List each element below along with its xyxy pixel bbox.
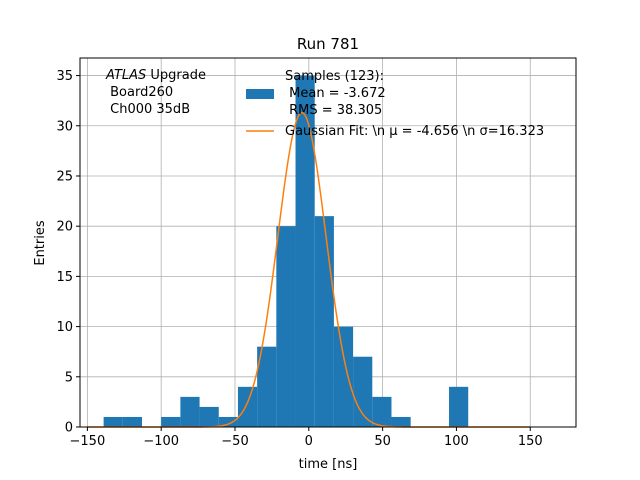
histogram-bar-15 bbox=[391, 416, 411, 427]
board-label: Board260 bbox=[106, 85, 173, 100]
histogram-bar-8 bbox=[257, 346, 277, 427]
histogram-bar-10 bbox=[295, 75, 315, 428]
legend-hist-line-3: RMS = 38.305 bbox=[285, 103, 382, 118]
atlas-annotation: ATLAS Upgrade Board260 Ch000 35dB bbox=[105, 68, 206, 117]
plot-frame bbox=[79, 57, 577, 428]
histogram-bar-12 bbox=[333, 326, 354, 427]
x-tick-label-1: −100 bbox=[143, 434, 179, 449]
y-tick-label-6: 30 bbox=[56, 119, 73, 134]
y-tick-label-3: 15 bbox=[56, 270, 73, 285]
x-tick-label-4: 50 bbox=[374, 434, 391, 449]
y-tick-label-5: 25 bbox=[56, 169, 73, 184]
x-tick-label-6: 150 bbox=[518, 434, 543, 449]
histogram-bar-4 bbox=[180, 396, 200, 427]
y-axis-ticks: 0 5 10 15 20 25 30 35 bbox=[56, 69, 80, 436]
histogram-bar-3 bbox=[161, 416, 181, 427]
histogram-bar-5 bbox=[199, 406, 219, 427]
x-tick-label-0: −150 bbox=[70, 434, 106, 449]
histogram-bar-18 bbox=[449, 386, 469, 427]
atlas-upgrade: Upgrade bbox=[146, 68, 206, 83]
legend-fit-label: Gaussian Fit: \n μ = -4.656 \n σ=16.323 bbox=[285, 124, 544, 139]
y-tick-label-1: 5 bbox=[65, 370, 73, 385]
y-tick-label-7: 35 bbox=[56, 69, 73, 84]
histogram-bar-11 bbox=[314, 216, 334, 427]
histogram-bar-14 bbox=[372, 396, 392, 427]
y-axis-label: Entries bbox=[33, 220, 48, 266]
channel-label: Ch000 35dB bbox=[106, 102, 190, 117]
chart-title: Run 781 bbox=[297, 35, 359, 53]
histogram-bar-13 bbox=[353, 356, 373, 427]
histogram-bar-0 bbox=[103, 416, 123, 427]
x-tick-label-5: 100 bbox=[444, 434, 469, 449]
histogram-bars bbox=[103, 75, 469, 428]
x-axis-ticks: −150 −100 −50 0 50 100 150 bbox=[70, 427, 543, 449]
atlas-label: ATLAS Upgrade bbox=[105, 68, 206, 83]
y-tick-label-0: 0 bbox=[65, 421, 73, 436]
x-tick-label-3: 0 bbox=[305, 434, 313, 449]
legend-hist-line-1: Samples (123): bbox=[285, 69, 384, 84]
histogram-bar-7 bbox=[237, 386, 258, 427]
histogram-bar-9 bbox=[276, 226, 296, 427]
y-tick-label-4: 20 bbox=[56, 220, 73, 235]
legend-hist-swatch bbox=[246, 89, 274, 99]
legend: Samples (123): Mean = -3.672 RMS = 38.30… bbox=[246, 69, 544, 139]
legend-hist-line-2: Mean = -3.672 bbox=[285, 86, 386, 101]
atlas-italic: ATLAS bbox=[105, 68, 146, 83]
x-tick-label-2: −50 bbox=[221, 434, 248, 449]
y-tick-label-2: 10 bbox=[56, 320, 73, 335]
x-axis-label: time [ns] bbox=[299, 457, 358, 472]
histogram-bar-6 bbox=[218, 416, 238, 427]
histogram-bar-1 bbox=[122, 416, 142, 427]
